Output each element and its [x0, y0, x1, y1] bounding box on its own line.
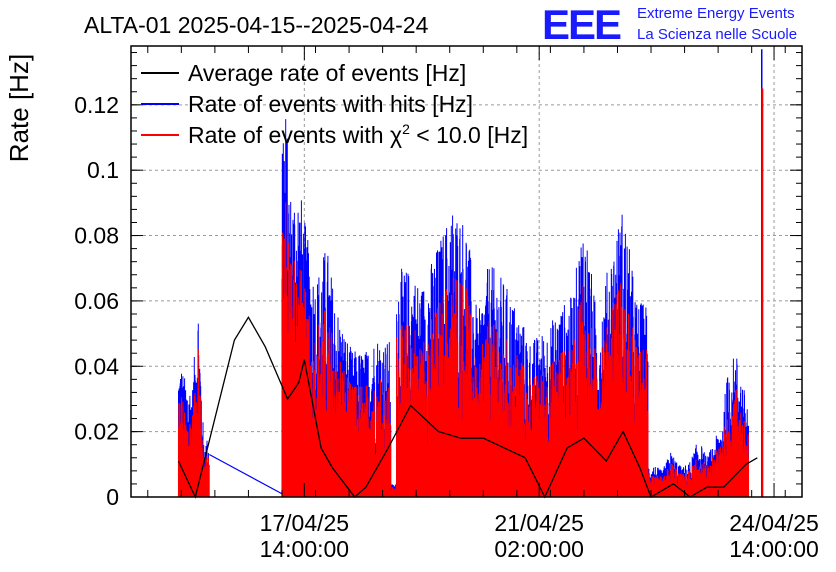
x-tick-labels: 17/04/2514:00:0021/04/2502:00:0024/04/25…	[260, 510, 819, 562]
logo-line-2: La Scienza nelle Scuole	[637, 26, 797, 43]
y-tick-label: 0.02	[74, 419, 119, 445]
logo-line-1: Extreme Energy Events	[637, 5, 795, 22]
axis-ticks	[131, 46, 802, 498]
y-tick-label: 0	[106, 484, 119, 510]
chi2-bars	[647, 389, 750, 497]
average-series	[177, 316, 758, 499]
y-tick-labels: 0 0.02 0.04 0.06 0.08 0.1 0.12	[74, 92, 119, 510]
y-tick-label: 0.12	[74, 92, 119, 118]
chi2-bars	[390, 487, 397, 497]
y-tick-label: 0.08	[74, 223, 119, 249]
x-tick-date: 21/04/25	[494, 510, 584, 536]
y-tick-label: 0.04	[74, 353, 119, 379]
legend-label-hits: Rate of events with hits [Hz]	[188, 91, 473, 117]
legend: Average rate of events [Hz] Rate of event…	[141, 60, 528, 148]
x-tick-time: 02:00:00	[494, 536, 584, 562]
y-axis-title: Rate [Hz]	[4, 54, 34, 162]
eee-logo-mark: EEE	[542, 1, 621, 48]
x-tick-time: 14:00:00	[729, 536, 819, 562]
x-tick-time: 14:00:00	[260, 536, 350, 562]
hits-gap-link	[208, 453, 283, 495]
x-tick-date: 24/04/25	[729, 510, 819, 536]
grid-lines	[131, 46, 802, 497]
eee-logo: EEE Extreme Energy Events La Scienza nel…	[542, 1, 797, 48]
plot-frame	[130, 45, 803, 498]
x-tick-date: 17/04/25	[260, 510, 350, 536]
y-tick-label: 0.1	[87, 157, 119, 183]
legend-label-average: Average rate of events [Hz]	[188, 60, 466, 86]
average-line	[177, 316, 758, 499]
chart-title: ALTA-01 2025-04-15--2025-04-24	[84, 12, 429, 38]
legend-label-chi2: Rate of events with χ2 < 10.0 [Hz]	[188, 121, 528, 148]
y-tick-label: 0.06	[74, 288, 119, 314]
